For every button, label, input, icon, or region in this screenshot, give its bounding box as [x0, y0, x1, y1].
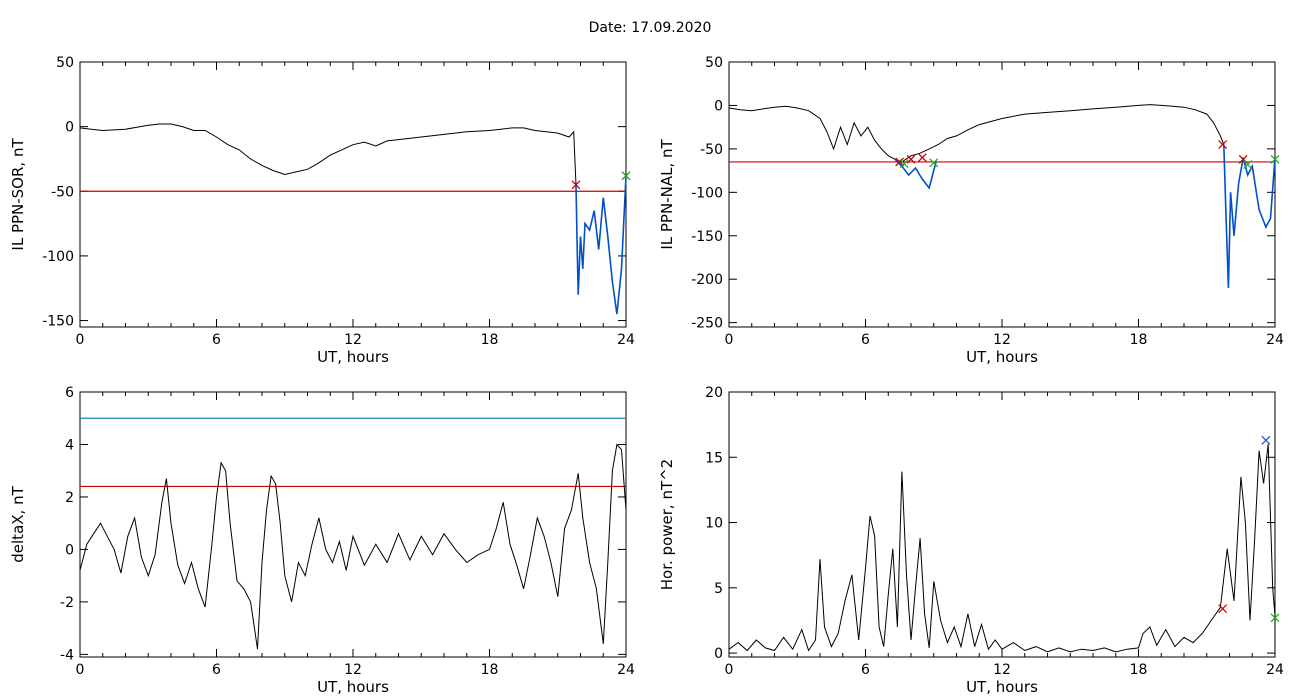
data-line	[79, 123, 577, 185]
marker-stroke	[1270, 613, 1280, 623]
x-tick-label: 0	[725, 332, 734, 348]
end-marker	[1243, 160, 1253, 169]
y-tick-label: -50	[51, 184, 74, 200]
storm-interval-line	[1223, 144, 1276, 288]
marker-stroke	[1218, 604, 1228, 614]
x-tick-label: 24	[617, 662, 635, 678]
x-tick-label: 18	[481, 662, 499, 678]
y-axis-label: IL PPN-NAL, nT	[658, 139, 676, 250]
y-tick-label: 0	[714, 646, 723, 662]
date-title: Date: 17.09.2020	[588, 20, 712, 36]
y-tick-label: 10	[705, 516, 723, 532]
marker-stroke	[929, 158, 939, 168]
plot-frame	[728, 391, 1276, 658]
start-marker	[571, 180, 581, 190]
y-tick-label: 15	[705, 450, 723, 466]
x-tick-label: 18	[481, 332, 499, 348]
y-tick-label: 50	[705, 55, 723, 71]
y-tick-label: -50	[700, 142, 723, 158]
y-tick-label: 0	[714, 98, 723, 114]
storm-interval-line	[575, 175, 627, 315]
y-tick-label: 0	[65, 542, 74, 558]
x-tick-label: 12	[993, 662, 1011, 678]
y-tick-label: 20	[705, 385, 723, 401]
x-tick-label: 6	[861, 662, 870, 678]
y-tick-label: -200	[691, 272, 723, 288]
marker-stroke	[1243, 160, 1253, 169]
plot-frame	[79, 391, 627, 658]
x-axis-label: UT, hours	[317, 348, 389, 366]
x-tick-label: 6	[861, 332, 870, 348]
peak-marker	[1261, 435, 1271, 445]
x-tick-label: 0	[725, 662, 734, 678]
y-tick-label: 2	[65, 490, 74, 506]
y-tick-label: 50	[56, 55, 74, 71]
y-axis-label: deltaX, nT	[9, 485, 27, 562]
y-axis-label: IL PPN-SOR, nT	[9, 138, 27, 251]
x-axis-label: UT, hours	[966, 348, 1038, 366]
chart-panel-nal: 0 6 12 18 24 50 0 -50 -100 -150 -200 -250 UT, hours I…	[658, 55, 1284, 366]
x-tick-label: 12	[344, 662, 362, 678]
x-tick-label: 24	[617, 332, 635, 348]
x-tick-label: 24	[1266, 332, 1284, 348]
x-tick-label: 6	[212, 662, 221, 678]
x-tick-label: 0	[76, 332, 85, 348]
x-tick-label: 0	[76, 662, 85, 678]
x-axis-label: UT, hours	[317, 678, 389, 696]
end-marker	[899, 159, 909, 169]
y-tick-label: -150	[691, 229, 723, 245]
y-tick-label: 6	[65, 385, 74, 401]
y-tick-label: 5	[714, 581, 723, 597]
end-marker	[621, 171, 631, 181]
marker-stroke	[899, 159, 909, 169]
end-marker	[1270, 613, 1280, 623]
x-tick-label: 12	[993, 332, 1011, 348]
x-tick-label: 6	[212, 332, 221, 348]
chart-panel-deltax: 0 6 12 18 24 6 4 2 0 -2 -4 UT, hours deltaX, nT	[9, 385, 635, 696]
y-tick-label: 0	[65, 120, 74, 136]
y-tick-label: -4	[60, 647, 74, 663]
marker-stroke	[917, 153, 927, 163]
end-marker	[1270, 154, 1280, 164]
marker-stroke	[895, 157, 905, 167]
start-marker	[906, 154, 916, 164]
y-tick-label: -150	[42, 314, 74, 330]
start-marker	[895, 157, 905, 167]
marker-stroke	[1238, 154, 1248, 164]
y-tick-label: -2	[60, 595, 74, 611]
y-tick-label: 4	[65, 437, 74, 453]
marker-stroke	[906, 154, 916, 164]
data-line	[728, 104, 1225, 163]
chart-panel-power: 0 6 12 18 24 20 15 10 5 0 UT, hours Hor. power, nT^…	[658, 385, 1284, 696]
x-tick-label: 18	[1130, 662, 1148, 678]
x-axis-label: UT, hours	[966, 678, 1038, 696]
y-tick-label: -250	[691, 316, 723, 332]
plot-frame	[79, 61, 627, 328]
x-tick-label: 18	[1130, 332, 1148, 348]
marker-stroke	[1218, 140, 1228, 150]
marker-stroke	[1261, 435, 1271, 445]
start-marker	[917, 153, 927, 163]
start-marker	[1218, 140, 1228, 150]
data-line	[79, 443, 627, 650]
x-tick-label: 24	[1266, 662, 1284, 678]
y-tick-label: -100	[691, 185, 723, 201]
marker-stroke	[621, 171, 631, 181]
chart-panel-sor: 0 6 12 18 24 50 0 -50 -100 -150 UT, hours IL PPN-SO…	[9, 55, 635, 366]
y-tick-label: -100	[42, 249, 74, 265]
end-marker	[929, 158, 939, 168]
data-line	[728, 444, 1276, 653]
marker-stroke	[571, 180, 581, 190]
y-axis-label: Hor. power, nT^2	[658, 459, 676, 590]
marker-stroke	[1270, 154, 1280, 164]
x-tick-label: 12	[344, 332, 362, 348]
start-marker	[1218, 604, 1228, 614]
plot-frame	[728, 61, 1276, 328]
